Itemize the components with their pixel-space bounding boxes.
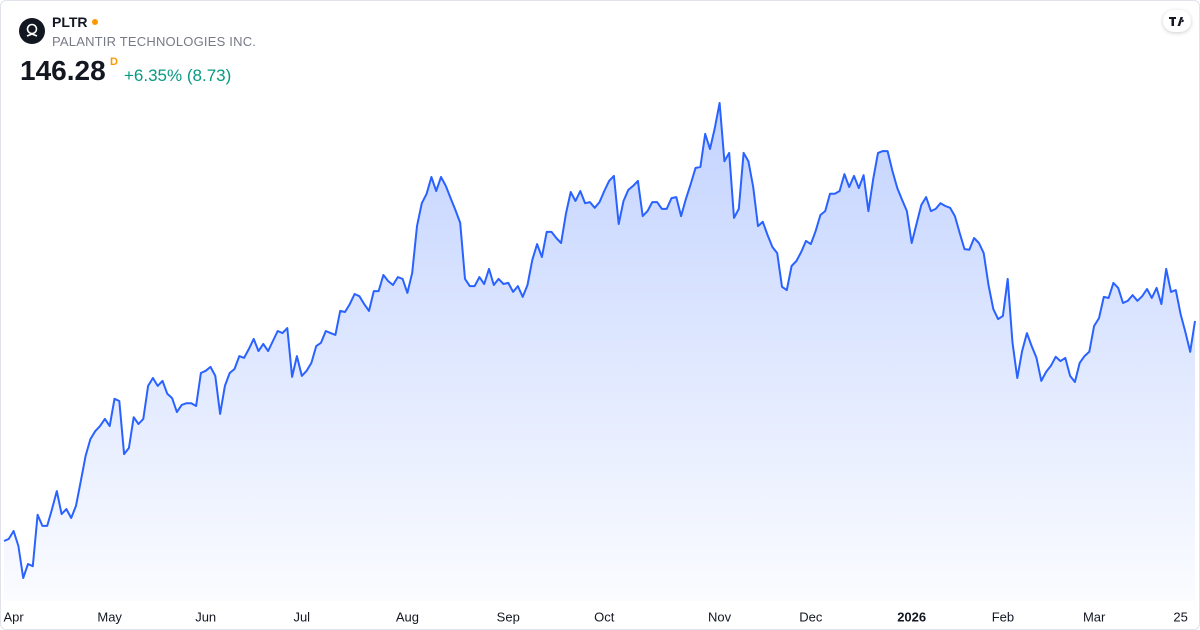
x-tick-label: Dec [799,609,823,624]
ticker: PLTR [52,14,88,30]
x-tick-label: Apr [3,609,24,624]
interval: D [110,56,118,68]
x-tick-label: Aug [396,609,419,624]
tradingview-logo[interactable] [1163,10,1191,32]
last-price: 146.28 [20,55,106,86]
x-tick-label: Feb [992,609,1014,624]
price-line [3,102,1196,579]
market-status-dot [91,19,98,25]
x-tick-label: Nov [708,609,732,624]
x-tick-label: Jun [195,609,216,624]
x-tick-label: May [97,609,122,624]
symbol-logo [19,18,45,44]
area-fill [4,103,1195,601]
logo-glyph [26,23,38,37]
x-tick-label: Oct [594,609,615,624]
x-tick-label: Jul [293,609,310,624]
symbol[interactable]: PLTR [52,14,98,30]
company-name: PALANTIR TECHNOLOGIES INC. [52,34,257,49]
x-tick-label: Mar [1083,609,1106,624]
x-tick-label: 2026 [897,609,926,624]
tv-glyph [1169,17,1184,26]
x-tick-label: 25 [1173,609,1187,624]
x-tick-label: Sep [497,609,520,624]
price-change: +6.35% (8.73) [124,66,232,85]
